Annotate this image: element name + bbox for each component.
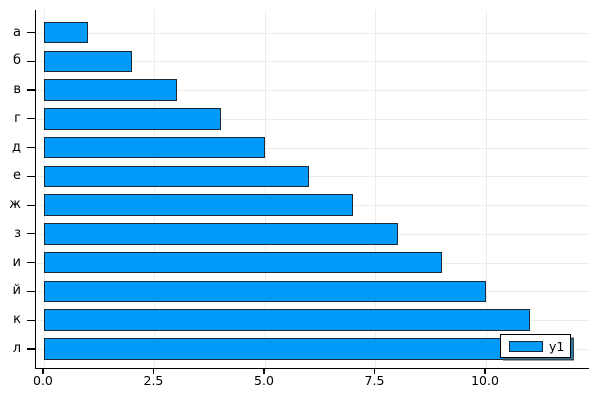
bar-ж bbox=[43, 194, 354, 216]
x-axis-tick bbox=[42, 368, 44, 374]
bar-б bbox=[43, 50, 133, 73]
bar-в bbox=[43, 79, 177, 101]
x-gridline bbox=[43, 10, 45, 368]
y-gridline bbox=[36, 32, 589, 34]
y-axis-tick bbox=[27, 233, 35, 235]
y-axis-label: г bbox=[14, 110, 21, 126]
y-axis-label: е bbox=[13, 168, 21, 184]
y-gridline bbox=[36, 90, 589, 92]
legend-label: y1 bbox=[549, 338, 565, 354]
y-axis-label: б bbox=[12, 53, 21, 69]
y-axis-tick bbox=[27, 89, 35, 91]
y-axis-tick bbox=[27, 146, 35, 149]
x-axis-tick bbox=[484, 368, 486, 374]
y-gridline bbox=[36, 176, 589, 178]
bar-а bbox=[43, 21, 89, 44]
x-axis-tick-label: 10.0 bbox=[471, 373, 499, 388]
bar-л bbox=[43, 338, 575, 360]
x-axis-tick-label: 7.5 bbox=[364, 373, 385, 388]
y-axis-tick bbox=[27, 31, 35, 34]
y-axis-tick bbox=[27, 319, 35, 321]
x-axis-tick bbox=[152, 368, 155, 374]
y-axis-label: и bbox=[12, 254, 21, 270]
x-axis-tick-label: 5.0 bbox=[254, 373, 274, 388]
y-axis-label: з bbox=[14, 225, 21, 241]
y-axis-tick bbox=[27, 60, 35, 62]
y-axis-label: ж bbox=[9, 197, 21, 213]
y-gridline bbox=[36, 147, 589, 149]
y-axis-label: й bbox=[12, 283, 21, 299]
x-axis-tick bbox=[263, 368, 265, 374]
x-gridline bbox=[375, 10, 377, 368]
x-axis-tick-label: 0.0 bbox=[33, 373, 53, 388]
y-axis-label: л bbox=[12, 340, 21, 356]
legend: y1 bbox=[500, 334, 571, 358]
y-gridline bbox=[36, 61, 589, 63]
x-gridline bbox=[154, 10, 156, 368]
y-axis-label: в bbox=[13, 82, 21, 98]
y-gridline bbox=[36, 118, 589, 120]
x-axis-tick-label: 2.5 bbox=[143, 373, 164, 388]
y-axis-tick bbox=[27, 118, 35, 120]
x-gridline bbox=[264, 10, 266, 368]
y-axis-label: д bbox=[12, 139, 21, 155]
bar-к bbox=[43, 309, 531, 331]
y-axis-tick bbox=[27, 262, 35, 264]
plot-area bbox=[35, 10, 589, 369]
y-axis-label: а bbox=[13, 24, 21, 40]
bar-д bbox=[43, 136, 265, 159]
y-axis-tick bbox=[27, 175, 35, 177]
bar-е bbox=[43, 165, 310, 188]
y-axis-tick bbox=[27, 290, 35, 293]
bar-и bbox=[43, 251, 442, 274]
y-axis-tick bbox=[27, 348, 35, 350]
bar-г bbox=[43, 108, 221, 130]
x-axis-tick bbox=[373, 368, 376, 374]
x-gridline bbox=[486, 10, 487, 368]
y-axis-label: к bbox=[13, 312, 21, 328]
y-axis-tick bbox=[27, 204, 35, 206]
legend-swatch bbox=[509, 340, 543, 352]
bar-з bbox=[43, 223, 398, 245]
bar-й bbox=[43, 280, 486, 303]
